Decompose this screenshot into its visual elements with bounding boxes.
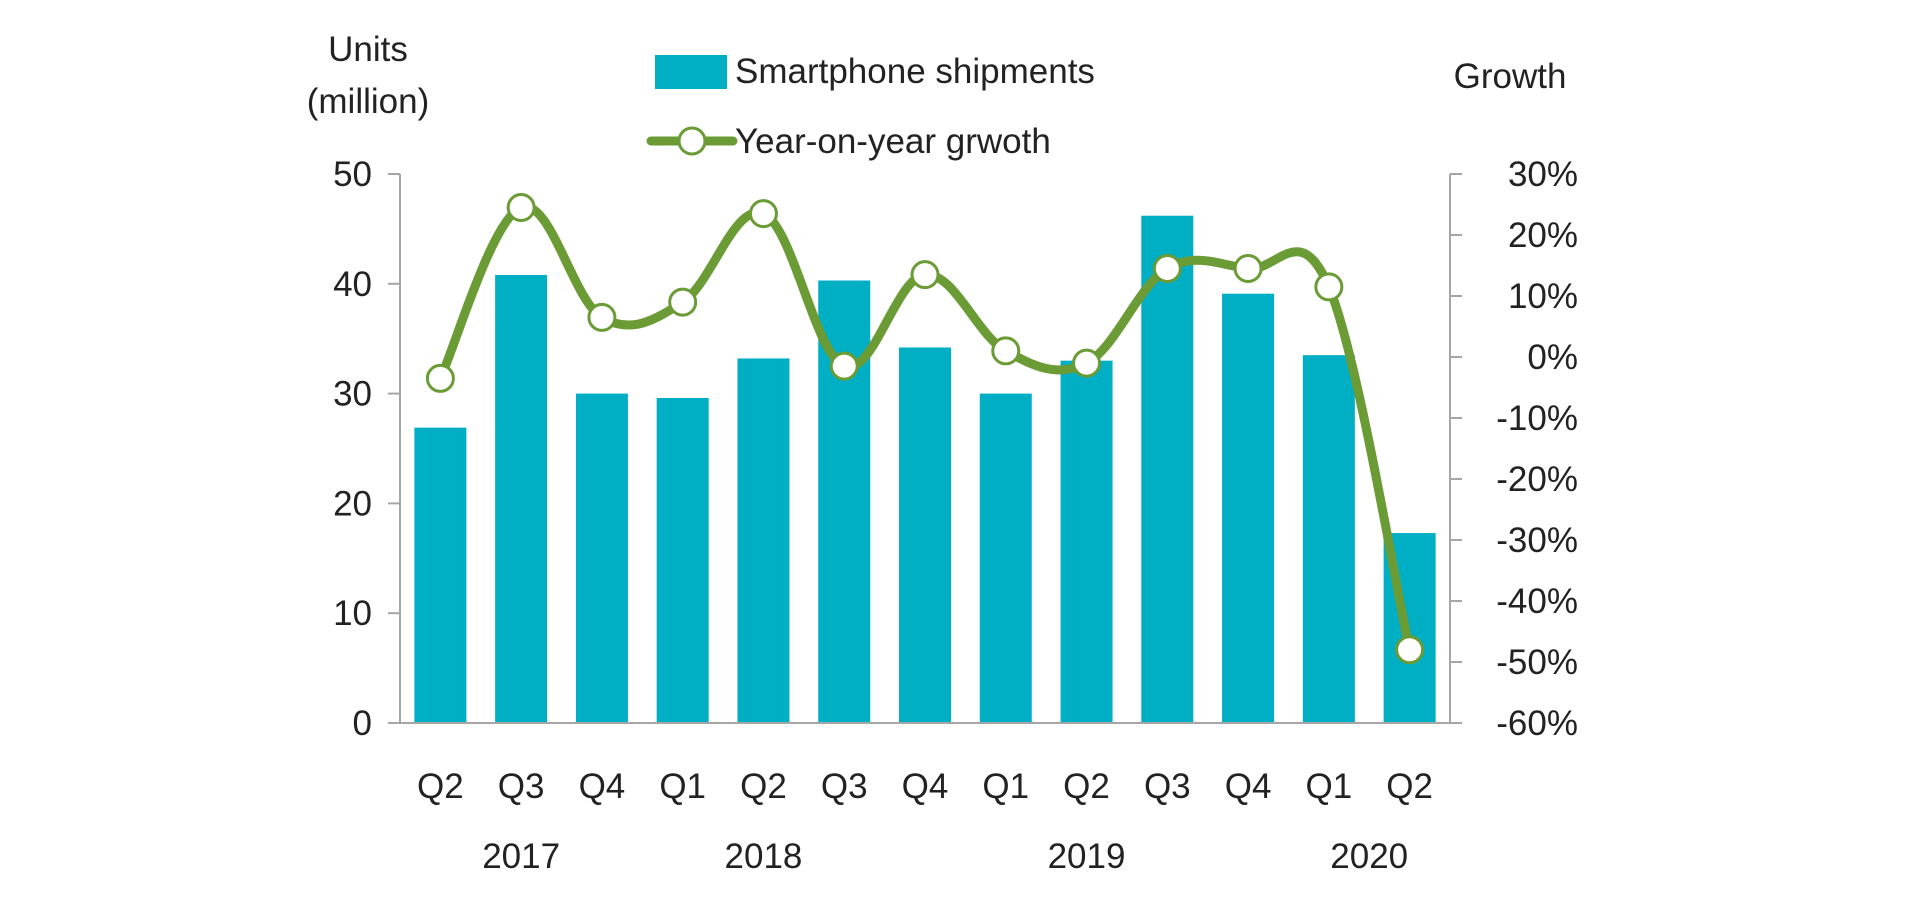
bar-q4-2	[575, 393, 628, 723]
left-axis-title-line1: Units	[328, 30, 408, 69]
growth-point-12	[1395, 635, 1425, 665]
year-label-2019: 2019	[1048, 837, 1126, 876]
growth-point-8	[1072, 348, 1102, 378]
bar-q1-3	[656, 397, 709, 723]
left-tick-label-0: 0	[353, 704, 372, 743]
right-axis-title: Growth	[1454, 57, 1567, 96]
right-tick-label--20: -20%	[1496, 460, 1578, 499]
growth-point-4	[748, 199, 778, 229]
bar-q2-0	[414, 427, 467, 723]
left-tick-label-20: 20	[333, 484, 372, 523]
x-tick-label-q2-8: Q2	[1063, 767, 1110, 806]
growth-point-7	[991, 336, 1021, 366]
growth-point-11	[1314, 272, 1344, 302]
growth-point-3	[668, 287, 698, 317]
growth-point-10	[1233, 254, 1263, 284]
growth-point-1	[506, 193, 536, 223]
bar-q4-10	[1222, 293, 1275, 723]
x-tick-label-q2-0: Q2	[417, 767, 464, 806]
x-tick-label-q3-1: Q3	[498, 767, 545, 806]
bar-q3-9	[1141, 215, 1194, 723]
x-tick-label-q3-5: Q3	[821, 767, 868, 806]
right-tick-label-20: 20%	[1508, 216, 1578, 255]
legend-line-marker	[677, 126, 707, 156]
x-tick-label-q4-6: Q4	[902, 767, 949, 806]
right-tick-label--60: -60%	[1496, 704, 1578, 743]
bar-q1-7	[979, 393, 1032, 723]
x-tick-label-q3-9: Q3	[1144, 767, 1191, 806]
left-tick-label-10: 10	[333, 594, 372, 633]
x-tick-label-q2-4: Q2	[740, 767, 787, 806]
axes-layer	[388, 173, 1462, 724]
legend-line-label: Year-on-year grwoth	[735, 122, 1051, 161]
left-tick-label-30: 30	[333, 375, 372, 414]
x-tick-label-q4-2: Q4	[579, 767, 626, 806]
bar-q4-6	[899, 347, 951, 723]
x-tick-label-q1-7: Q1	[982, 767, 1029, 806]
growth-point-0	[425, 363, 455, 393]
tick-labels-layer: 0 10 20 30 40 50 -60% -50% -40% -30% -20% -10% 0% 10%…	[333, 155, 1578, 876]
right-tick-label-10: 10%	[1508, 277, 1578, 316]
left-tick-label-50: 50	[333, 155, 372, 194]
right-tick-label--40: -40%	[1496, 582, 1578, 621]
right-tick-label-30: 30%	[1508, 155, 1578, 194]
x-tick-label-q1-3: Q1	[659, 767, 706, 806]
bar-q1-11	[1302, 355, 1355, 723]
left-tick-label-40: 40	[333, 265, 372, 304]
growth-point-6	[910, 260, 940, 290]
year-label-2020: 2020	[1330, 837, 1408, 876]
growth-point-5	[829, 351, 859, 381]
growth-point-2	[587, 302, 617, 332]
year-label-2018: 2018	[725, 837, 803, 876]
right-tick-label--10: -10%	[1496, 399, 1578, 438]
right-tick-label--30: -30%	[1496, 521, 1578, 560]
chart-legend: Smartphone shipments Year-on-year grwoth	[646, 52, 1095, 161]
right-tick-label-0: 0%	[1527, 338, 1578, 377]
growth-point-9	[1152, 254, 1182, 284]
x-tick-label-q2-12: Q2	[1386, 767, 1433, 806]
x-tick-label-q1-11: Q1	[1305, 767, 1352, 806]
right-tick-label--50: -50%	[1496, 643, 1578, 682]
legend-bar-label: Smartphone shipments	[735, 52, 1095, 91]
bar-q3-1	[495, 275, 548, 723]
bar-q2-4	[737, 358, 790, 723]
growth-line-layer	[425, 193, 1425, 665]
bar-q2-8	[1060, 360, 1113, 723]
x-tick-label-q4-10: Q4	[1225, 767, 1272, 806]
year-label-2017: 2017	[482, 837, 560, 876]
legend-bar-swatch	[655, 55, 727, 89]
bars-layer	[414, 215, 1436, 723]
left-axis-title-line2: (million)	[307, 82, 430, 121]
